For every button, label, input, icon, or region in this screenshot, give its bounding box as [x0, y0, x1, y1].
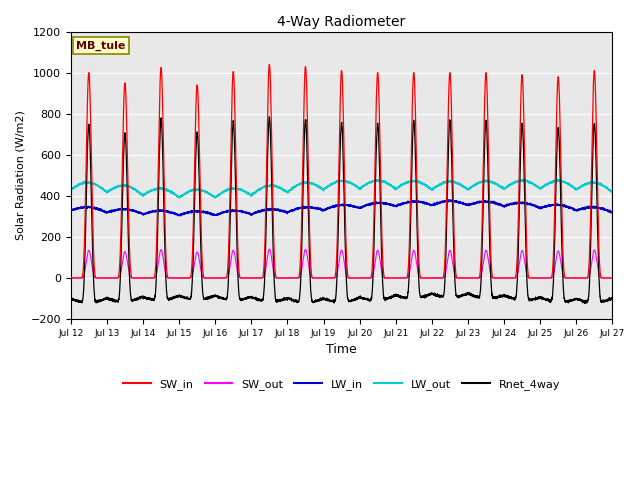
- Y-axis label: Solar Radiation (W/m2): Solar Radiation (W/m2): [15, 110, 25, 240]
- X-axis label: Time: Time: [326, 343, 357, 356]
- Legend: SW_in, SW_out, LW_in, LW_out, Rnet_4way: SW_in, SW_out, LW_in, LW_out, Rnet_4way: [118, 374, 564, 394]
- Text: MB_tule: MB_tule: [76, 41, 125, 51]
- Title: 4-Way Radiometer: 4-Way Radiometer: [278, 15, 406, 29]
